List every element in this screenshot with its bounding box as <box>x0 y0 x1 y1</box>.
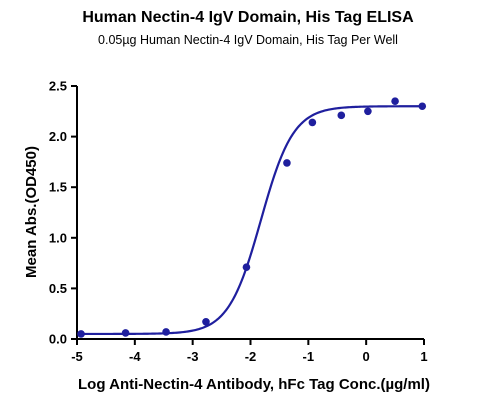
data-point <box>391 97 399 105</box>
x-tick-label: 1 <box>420 349 427 364</box>
x-tick-label: -2 <box>245 349 257 364</box>
data-point <box>308 118 317 127</box>
data-points <box>77 97 427 338</box>
y-tick-label: 1.0 <box>49 230 67 245</box>
data-point <box>121 329 130 337</box>
y-tick-label: 2.0 <box>49 129 67 144</box>
y-tick-label: 2.5 <box>49 79 67 94</box>
data-point <box>242 263 251 271</box>
data-point <box>283 159 291 167</box>
x-axis-title: Log Anti-Nectin-4 Antibody, hFc Tag Conc… <box>78 376 430 393</box>
fit-curve <box>81 105 423 336</box>
data-point <box>364 107 372 116</box>
x-tick-label: -1 <box>303 349 315 364</box>
data-point <box>418 102 427 111</box>
chart-title: Human Nectin-4 IgV Domain, His Tag ELISA <box>82 9 414 26</box>
x-tick-label: 0 <box>363 349 370 364</box>
data-point <box>202 317 210 326</box>
data-point <box>162 328 170 336</box>
y-axis-title: Mean Abs.(OD450) <box>23 146 40 278</box>
data-point <box>337 111 346 120</box>
axes <box>76 86 424 340</box>
x-tick-label: -3 <box>187 349 199 364</box>
x-tick-label: -5 <box>71 349 83 364</box>
data-point <box>77 330 85 338</box>
fit-curve-group <box>81 105 423 336</box>
y-axis-ticks: 0.0 0.5 1.0 1.5 2.0 2.5 <box>49 79 77 347</box>
y-tick-label: 0.5 <box>49 281 67 296</box>
x-axis-ticks: -5 -4 -3 -2 -1 0 1 <box>71 339 428 364</box>
x-tick-label: -4 <box>129 349 141 364</box>
chart-subtitle: 0.05µg Human Nectin-4 IgV Domain, His Ta… <box>98 33 398 47</box>
y-tick-label: 1.5 <box>49 180 67 195</box>
y-tick-label: 0.0 <box>49 332 67 347</box>
